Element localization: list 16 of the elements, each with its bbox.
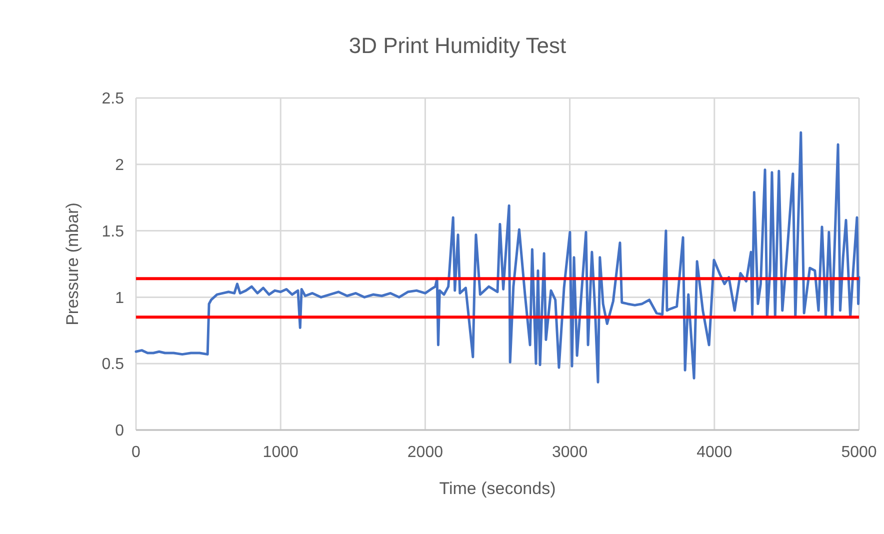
y-tick-label: 1.5 — [102, 223, 124, 240]
x-tick-label: 0 — [132, 444, 141, 461]
y-tick-label: 1 — [115, 290, 124, 307]
line-series — [134, 131, 860, 384]
x-tick-label: 3000 — [552, 444, 588, 461]
y-tick-label: 0 — [115, 422, 124, 440]
y-tick-label: 0.5 — [102, 356, 124, 374]
chart-title: 3D Print Humidity Test — [348, 33, 566, 58]
x-axis-title: Time (seconds) — [439, 479, 556, 498]
x-tick-label: 2000 — [407, 444, 444, 461]
x-tick-label: 4000 — [696, 444, 732, 461]
y-tick-label: 2.5 — [102, 90, 124, 108]
y-tick-label: 2 — [115, 157, 124, 174]
x-tick-label: 5000 — [841, 444, 877, 461]
x-tick-label: 1000 — [262, 444, 298, 461]
y-axis-title: Pressure (mbar) — [63, 202, 82, 326]
